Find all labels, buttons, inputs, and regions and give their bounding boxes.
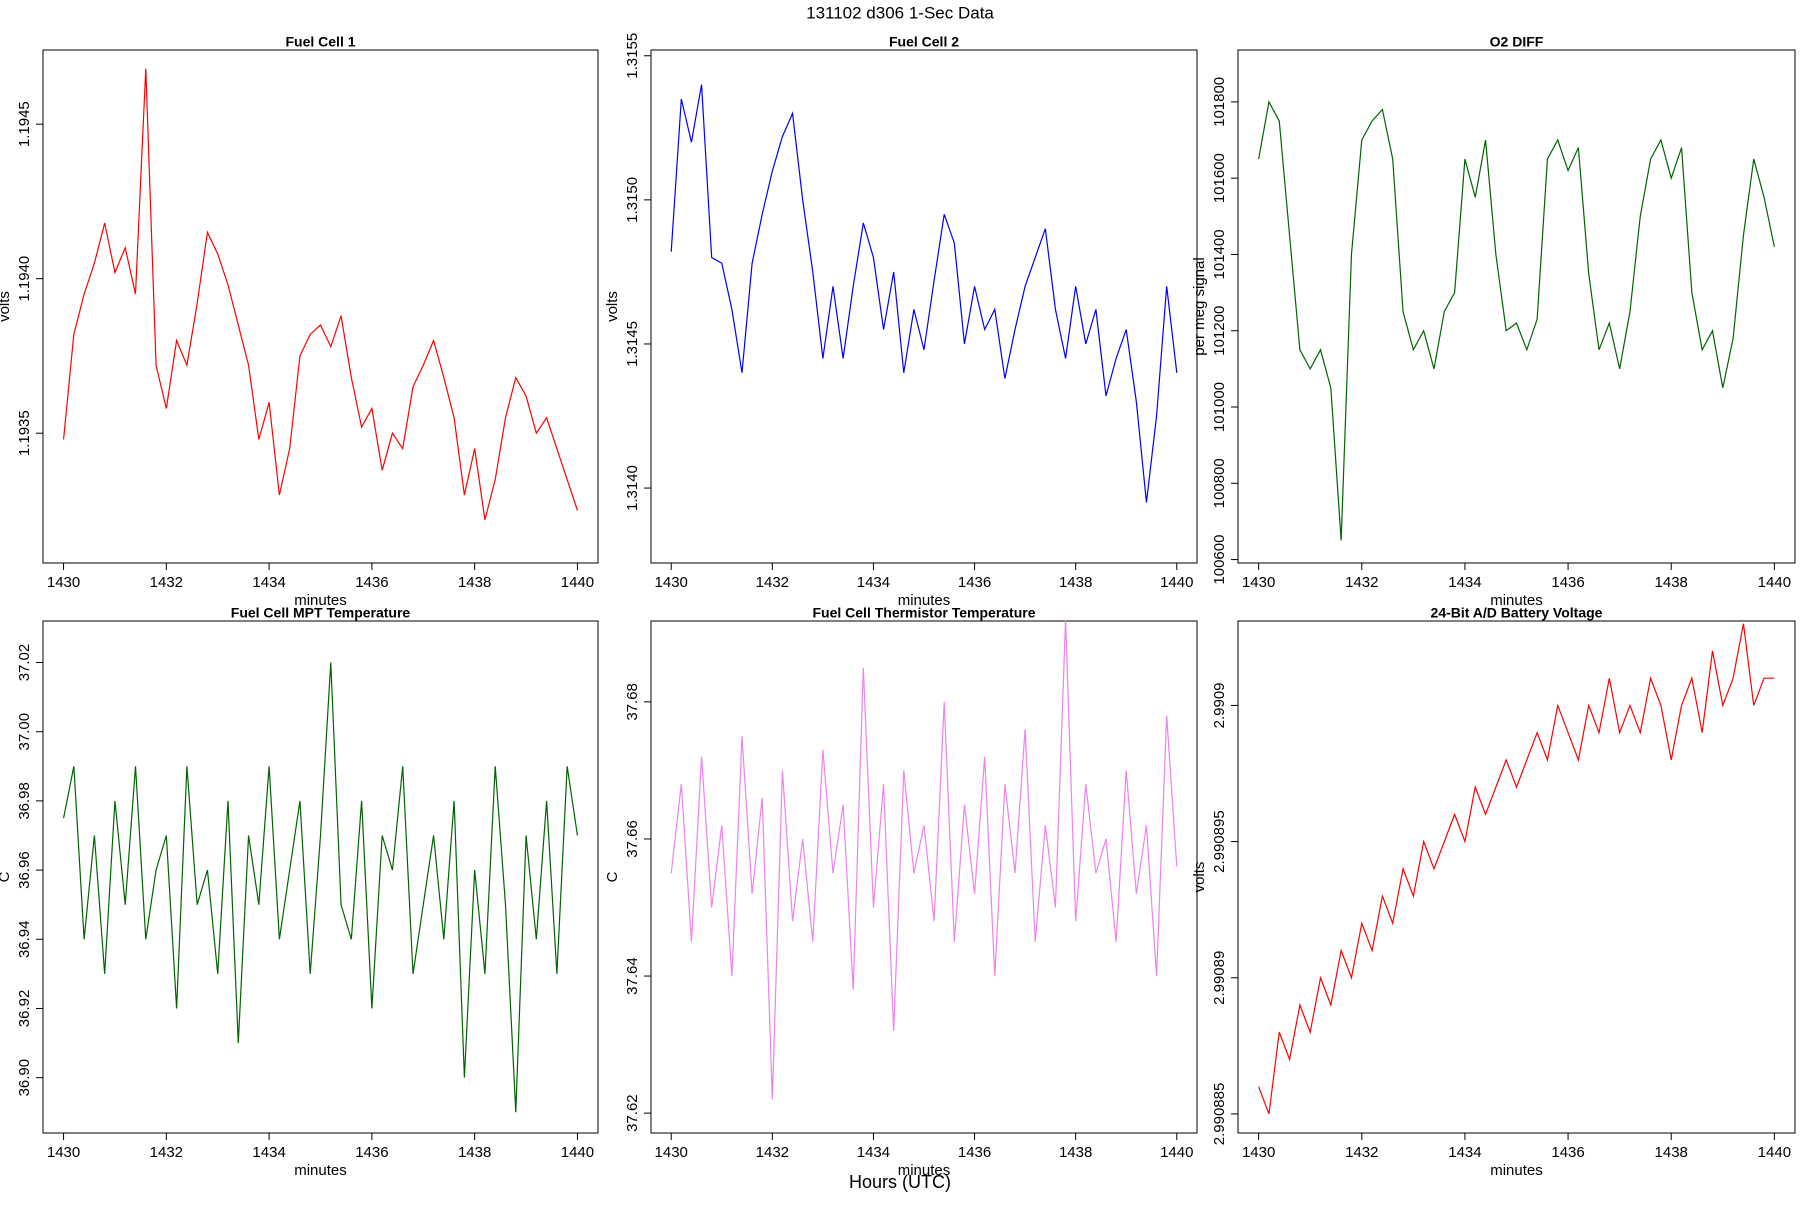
x-tick-label: 1438: [458, 1144, 491, 1161]
x-tick-label: 1440: [1758, 1144, 1791, 1161]
y-tick-label: 1.1935: [16, 410, 33, 456]
x-tick-label: 1434: [857, 574, 890, 591]
x-tick-label: 1430: [1242, 1144, 1275, 1161]
panel-title: Fuel Cell Thermistor Temperature: [812, 605, 1035, 621]
x-tick-label: 1432: [1345, 574, 1378, 591]
y-axis-label: C: [0, 871, 13, 882]
x-tick-label: 1430: [1242, 574, 1275, 591]
x-tick-label: 1434: [252, 574, 285, 591]
y-tick-label: 1.3150: [624, 177, 641, 223]
y-tick-label: 36.90: [16, 1059, 33, 1097]
y-axis-label: volts: [1191, 862, 1208, 893]
y-tick-label: 2.990895: [1211, 810, 1228, 873]
x-tick-label: 1440: [561, 1144, 594, 1161]
x-tick-label: 1438: [1655, 574, 1688, 591]
data-line: [62, 68, 579, 520]
plot-frame: [42, 49, 599, 564]
x-tick-label: 1436: [958, 574, 991, 591]
y-axis-label: C: [604, 871, 621, 882]
panel-title: Fuel Cell 1: [285, 34, 355, 50]
plot-frame: [42, 620, 599, 1134]
x-tick-label: 1432: [756, 574, 789, 591]
x-tick-label: 1434: [1448, 574, 1481, 591]
x-tick-label: 1430: [47, 1144, 80, 1161]
y-axis-label: per meg signal: [1191, 257, 1208, 355]
x-tick-label: 1432: [1345, 1144, 1378, 1161]
data-line: [1258, 100, 1775, 541]
y-tick-label: 1.3155: [624, 33, 641, 79]
y-tick-label: 36.98: [16, 782, 33, 820]
y-tick-label: 101600: [1211, 153, 1228, 203]
x-axis-label: minutes: [1490, 592, 1543, 609]
panel-title: O2 DIFF: [1490, 34, 1544, 50]
x-tick-label: 1436: [1551, 1144, 1584, 1161]
y-tick-label: 101400: [1211, 229, 1228, 279]
y-tick-label: 36.96: [16, 851, 33, 889]
y-tick-label: 101200: [1211, 306, 1228, 356]
x-axis-label: minutes: [898, 1162, 951, 1179]
x-tick-label: 1440: [1758, 574, 1791, 591]
y-tick-label: 1.3140: [624, 465, 641, 511]
x-tick-label: 1430: [655, 574, 688, 591]
y-tick-label: 37.00: [16, 713, 33, 751]
x-tick-label: 1440: [561, 574, 594, 591]
y-axis-label: volts: [0, 291, 13, 322]
y-tick-label: 2.990885: [1211, 1083, 1228, 1146]
x-tick-label: 1436: [355, 574, 388, 591]
y-tick-label: 36.94: [16, 920, 33, 958]
x-tick-label: 1438: [1655, 1144, 1688, 1161]
x-tick-label: 1434: [252, 1144, 285, 1161]
x-tick-label: 1440: [1160, 1144, 1193, 1161]
plot-frame: [650, 620, 1198, 1134]
y-tick-label: 101000: [1211, 382, 1228, 432]
y-tick-label: 1.1945: [16, 101, 33, 147]
x-tick-label: 1430: [655, 1144, 688, 1161]
data-line: [670, 619, 1178, 1100]
y-tick-label: 37.62: [624, 1094, 641, 1132]
y-tick-label: 37.68: [624, 683, 641, 721]
y-tick-label: 37.66: [624, 820, 641, 858]
plot-frame: [1237, 620, 1796, 1134]
x-axis-label: minutes: [1490, 1162, 1543, 1179]
y-tick-label: 2.9909: [1211, 682, 1228, 728]
x-tick-label: 1434: [857, 1144, 890, 1161]
x-tick-label: 1436: [1551, 574, 1584, 591]
x-tick-label: 1438: [458, 574, 491, 591]
data-line: [670, 84, 1178, 503]
x-axis-label: minutes: [294, 592, 347, 609]
x-tick-label: 1430: [47, 574, 80, 591]
x-tick-label: 1432: [756, 1144, 789, 1161]
y-tick-label: 2.99089: [1211, 951, 1228, 1005]
x-axis-label: minutes: [898, 592, 951, 609]
x-tick-label: 1436: [355, 1144, 388, 1161]
y-tick-label: 100600: [1211, 535, 1228, 585]
x-tick-label: 1440: [1160, 574, 1193, 591]
data-line: [1258, 623, 1775, 1115]
y-tick-label: 37.64: [624, 957, 641, 995]
y-tick-label: 100800: [1211, 458, 1228, 508]
x-tick-label: 1436: [958, 1144, 991, 1161]
page-x-label: Hours (UTC): [849, 1172, 951, 1192]
x-tick-label: 1438: [1059, 1144, 1092, 1161]
x-tick-label: 1432: [150, 574, 183, 591]
x-tick-label: 1434: [1448, 1144, 1481, 1161]
y-tick-label: 1.3145: [624, 321, 641, 367]
y-tick-label: 1.1940: [16, 256, 33, 302]
x-tick-label: 1432: [150, 1144, 183, 1161]
panel-title: 24-Bit A/D Battery Voltage: [1431, 605, 1603, 621]
y-axis-label: volts: [604, 291, 621, 322]
plot-frame: [1237, 49, 1796, 564]
y-tick-label: 101800: [1211, 77, 1228, 127]
panel-title: Fuel Cell 2: [889, 34, 959, 50]
y-tick-label: 37.02: [16, 644, 33, 682]
x-tick-label: 1438: [1059, 574, 1092, 591]
plot-frame: [650, 49, 1198, 564]
x-axis-label: minutes: [294, 1162, 347, 1179]
data-line: [62, 662, 579, 1113]
panel-title: Fuel Cell MPT Temperature: [231, 605, 411, 621]
y-tick-label: 36.92: [16, 990, 33, 1028]
page-title: 131102 d306 1-Sec Data: [806, 3, 994, 22]
